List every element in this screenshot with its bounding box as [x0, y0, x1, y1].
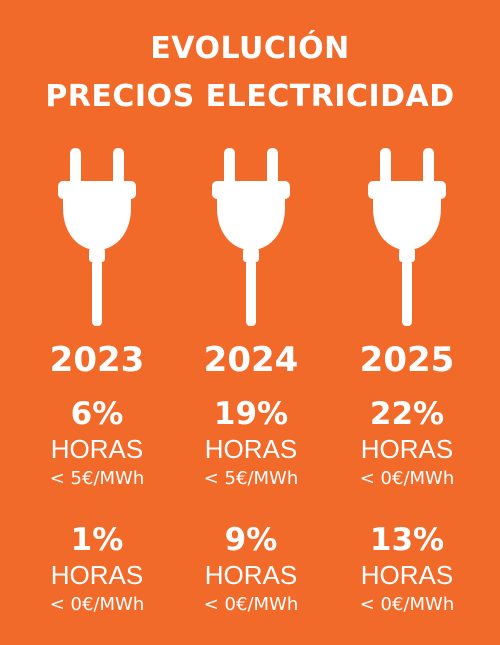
- year-column-2023: 2023 6% HORAS < 5€/MWh 1% HORAS < 0€/MWh: [17, 0, 177, 645]
- percentage-value: 6%: [70, 396, 124, 432]
- stat-block: 13% HORAS < 0€/MWh: [327, 520, 487, 617]
- electric-plug-icon: [207, 148, 295, 328]
- unit-label: HORAS: [204, 434, 298, 464]
- price-condition: < 0€/MWh: [49, 594, 145, 615]
- unit-label: HORAS: [204, 560, 298, 590]
- unit-label: HORAS: [50, 560, 144, 590]
- year-label: 2025: [359, 340, 455, 380]
- percentage-value: 22%: [369, 396, 445, 432]
- title-line-1: EVOLUCIÓN: [150, 31, 350, 66]
- price-condition: < 0€/MWh: [203, 594, 299, 615]
- year-column-2025: 2025 22% HORAS < 0€/MWh 13% HORAS < 0€/M…: [327, 0, 487, 645]
- stat-block: 6% HORAS < 5€/MWh: [17, 394, 177, 491]
- price-condition: < 0€/MWh: [359, 594, 455, 615]
- percentage-value: 9%: [224, 522, 278, 558]
- year-column-2024: 2024 19% HORAS < 5€/MWh 9% HORAS < 0€/MW…: [171, 0, 331, 645]
- stat-block: 22% HORAS < 0€/MWh: [327, 394, 487, 491]
- stat-block: 19% HORAS < 5€/MWh: [171, 394, 331, 491]
- electric-plug-icon: [53, 148, 141, 328]
- title-line-2: PRECIOS ELECTRICIDAD: [45, 79, 455, 114]
- stat-block: 9% HORAS < 0€/MWh: [171, 520, 331, 617]
- electric-plug-icon: [363, 148, 451, 328]
- unit-label: HORAS: [50, 434, 144, 464]
- unit-label: HORAS: [360, 434, 454, 464]
- unit-label: HORAS: [360, 560, 454, 590]
- year-label: 2024: [203, 340, 299, 380]
- price-condition: < 5€/MWh: [203, 468, 299, 489]
- percentage-value: 13%: [369, 522, 445, 558]
- year-label: 2023: [49, 340, 145, 380]
- price-condition: < 5€/MWh: [49, 468, 145, 489]
- percentage-value: 19%: [213, 396, 289, 432]
- price-condition: < 0€/MWh: [359, 468, 455, 489]
- percentage-value: 1%: [70, 522, 124, 558]
- stat-block: 1% HORAS < 0€/MWh: [17, 520, 177, 617]
